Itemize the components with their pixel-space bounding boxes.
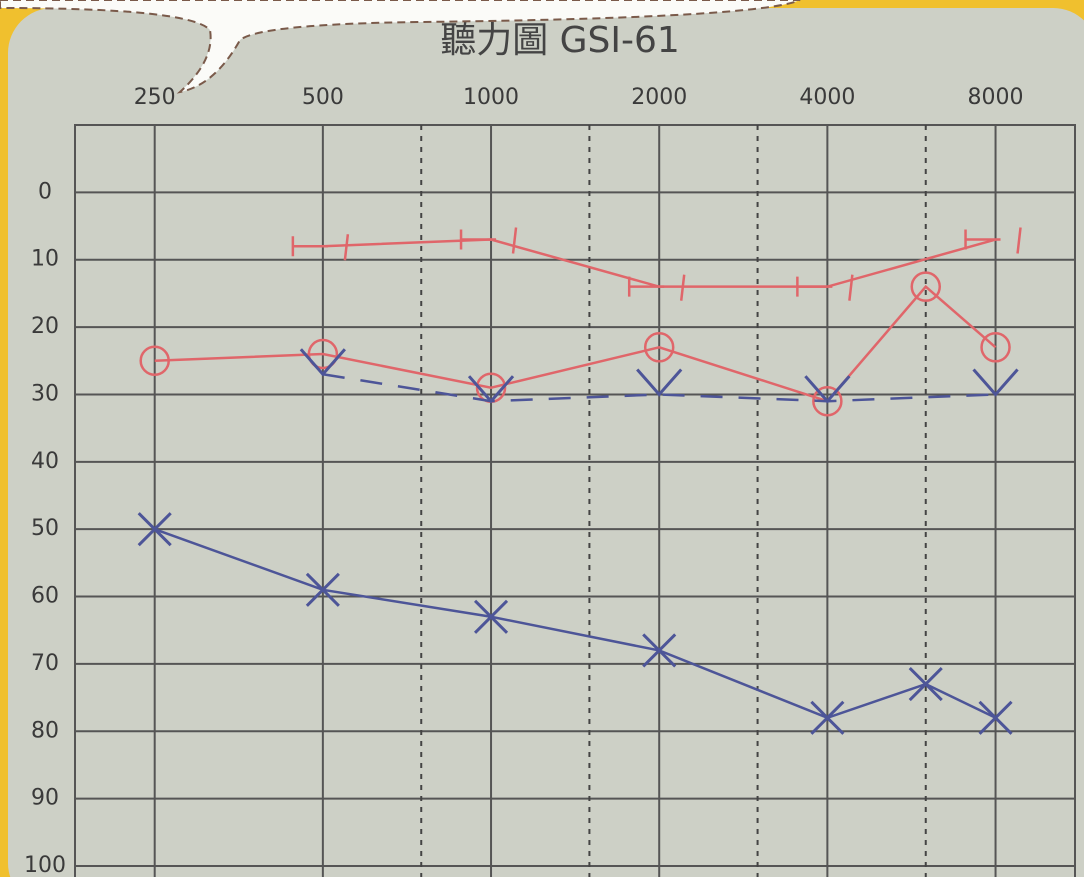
marker-bracket (796, 274, 854, 301)
marker-bracket (627, 274, 686, 301)
y-tick-label: 40 (31, 449, 59, 474)
plot-area: 0 10 20 30 40 50 60 70 80 90 100 250 500 1000 2000 4000… (24, 85, 1076, 877)
x-tick-label: 4000 (799, 85, 855, 110)
marker-circle (139, 345, 170, 377)
marker-v (972, 368, 1019, 397)
marker-v (636, 368, 683, 397)
marker-circle (910, 271, 941, 302)
marker-circle (812, 385, 843, 417)
y-tick-label: 50 (31, 516, 59, 541)
marker-x (137, 512, 172, 547)
marker-x (305, 572, 340, 607)
x-tick-label: 500 (302, 85, 344, 110)
y-tick-label: 20 (31, 314, 59, 339)
y-tick-label: 70 (31, 651, 59, 676)
x-tick-label: 1000 (463, 85, 519, 110)
series-line (154, 284, 997, 403)
marker-v (467, 375, 515, 404)
marker-v (804, 375, 851, 404)
chart-title: 聽力圖 GSI-61 (440, 20, 680, 61)
marker-x (473, 599, 509, 634)
marker-x (810, 700, 845, 735)
marker-v (299, 348, 346, 377)
plot-frame (74, 124, 1076, 877)
y-tick-label: 100 (24, 853, 66, 877)
y-tick-label: 30 (31, 381, 59, 406)
y-tick-label: 60 (31, 584, 59, 609)
marker-x (908, 667, 943, 702)
marker-x (642, 633, 677, 668)
y-tick-label: 10 (31, 247, 59, 272)
y-tick-label: 80 (31, 718, 59, 743)
marker-circle (307, 338, 339, 370)
x-tick-label: 250 (134, 85, 176, 110)
marker-circle (980, 332, 1011, 363)
y-tick-label: 90 (31, 786, 59, 811)
paper (8, 8, 1084, 877)
marker-bracket (459, 227, 518, 254)
x-tick-label: 2000 (631, 85, 687, 110)
marker-circle (643, 332, 675, 363)
marker-bracket (291, 234, 350, 261)
marker-bracket (964, 227, 1022, 254)
speech-bubble (0, 0, 801, 94)
x-tick-label: 8000 (968, 85, 1024, 110)
y-tick-label: 0 (38, 179, 52, 204)
marker-x (978, 700, 1013, 735)
